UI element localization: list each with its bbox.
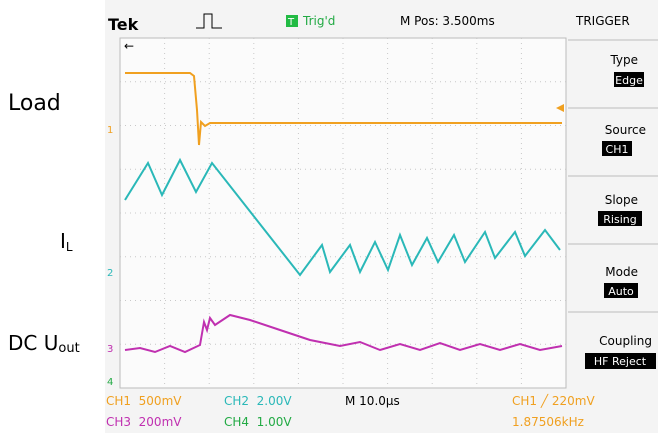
ch1-marker: 1	[107, 125, 113, 136]
menu-value[interactable]: Auto	[608, 285, 634, 298]
menu-label[interactable]: Slope	[605, 193, 638, 207]
menu-title: TRIGGER	[575, 14, 630, 28]
ch2-scale: CH2 2.00V	[224, 394, 292, 408]
menu-value[interactable]: HF Reject	[594, 355, 647, 368]
trig-icon: T	[287, 17, 295, 28]
menu-label[interactable]: Type	[609, 53, 638, 67]
screenshot: Load IL DC Uout Tek T Trig'd M Pos: 3.50…	[0, 0, 658, 433]
ch4-scale: CH4 1.00V	[224, 415, 292, 429]
label-load: Load	[8, 91, 61, 116]
menu-label[interactable]: Coupling	[599, 334, 652, 348]
brand: Tek	[108, 15, 139, 34]
pos-arrow: ←	[124, 39, 134, 53]
menu-value[interactable]: CH1	[606, 143, 629, 156]
position: M Pos: 3.500ms	[400, 14, 495, 28]
ch4-marker: 4	[107, 377, 113, 388]
menu-label[interactable]: Source	[605, 123, 646, 137]
label-uout: DC Uout	[8, 331, 80, 356]
trig-state: Trig'd	[302, 14, 335, 28]
frequency: 1.87506kHz	[512, 415, 584, 429]
label-il: IL	[60, 229, 73, 254]
page: Load IL DC Uout Tek T Trig'd M Pos: 3.50…	[0, 0, 658, 437]
menu-value[interactable]: Rising	[603, 213, 636, 226]
ch3-scale: CH3 200mV	[106, 415, 182, 429]
trigger-info: CH1 ╱ 220mV	[512, 393, 595, 408]
timebase: M 10.0µs	[345, 394, 400, 408]
menu-value[interactable]: Edge	[615, 74, 643, 87]
ch1-scale: CH1 500mV	[106, 394, 182, 408]
menu-label[interactable]: Mode	[605, 265, 638, 279]
ch2-marker: 2	[107, 268, 113, 279]
ch3-marker: 3	[107, 344, 113, 355]
